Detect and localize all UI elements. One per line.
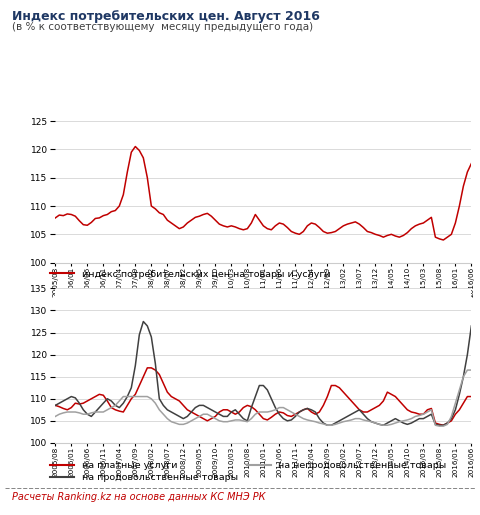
Legend: индекс потребительских цен на товары и услуги: индекс потребительских цен на товары и у… xyxy=(50,269,330,279)
Text: Индекс потребительских цен. Август 2016: Индекс потребительских цен. Август 2016 xyxy=(12,10,319,23)
Legend: на платные услуги, на продовольственные товары, на непродовольственные товары: на платные услуги, на продовольственные … xyxy=(50,461,445,482)
Text: (в % к соответствующему  месяцу предыдущего года): (в % к соответствующему месяцу предыдуще… xyxy=(12,22,312,31)
Text: Расчеты Ranking.kz на основе данных КС МНЭ РК: Расчеты Ranking.kz на основе данных КС М… xyxy=(12,492,265,502)
